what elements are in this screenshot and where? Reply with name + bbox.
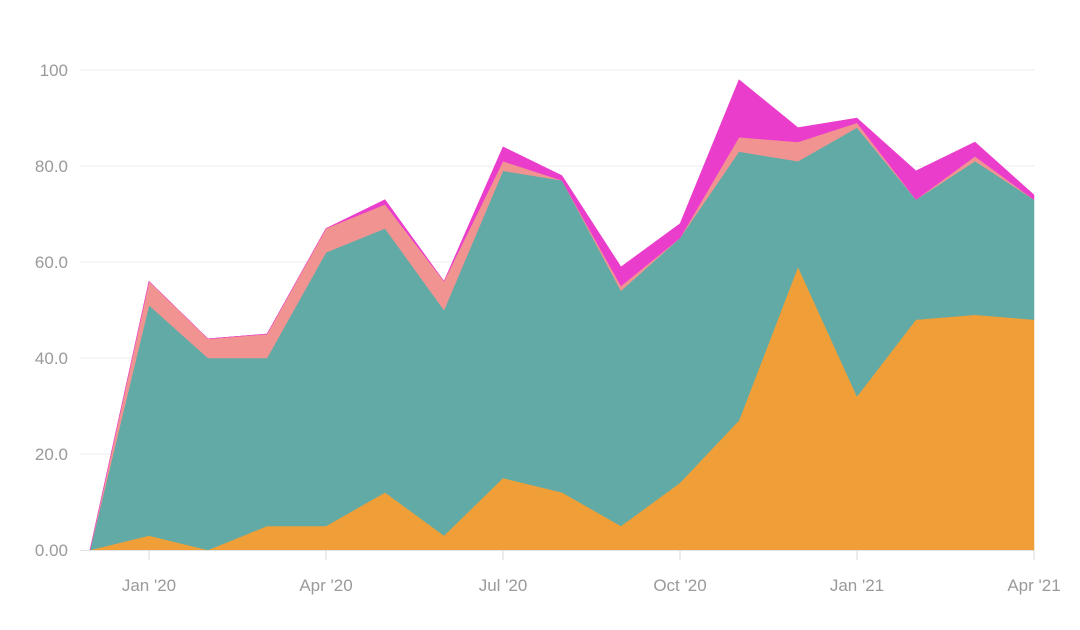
y-tick-label: 40.0 — [35, 349, 68, 368]
y-tick-label: 100 — [40, 61, 68, 80]
x-tick-label: Jan '20 — [122, 576, 176, 595]
x-tick-label: Jul '20 — [479, 576, 528, 595]
y-tick-label: 0.00 — [35, 541, 68, 560]
x-tick-label: Jan '21 — [830, 576, 884, 595]
axes: 0.00 20.0 40.0 60.0 80.0 100 Jan '20 Apr '20 Jul… — [35, 61, 1061, 595]
y-tick-label: 20.0 — [35, 445, 68, 464]
area-series-4 — [89, 79, 1035, 551]
x-tick-label: Apr '20 — [299, 576, 352, 595]
x-tick-label: Apr '21 — [1007, 576, 1060, 595]
x-tick-label: Oct '20 — [653, 576, 706, 595]
y-tick-label: 80.0 — [35, 157, 68, 176]
area-series — [89, 79, 1035, 551]
y-tick-label: 60.0 — [35, 253, 68, 272]
